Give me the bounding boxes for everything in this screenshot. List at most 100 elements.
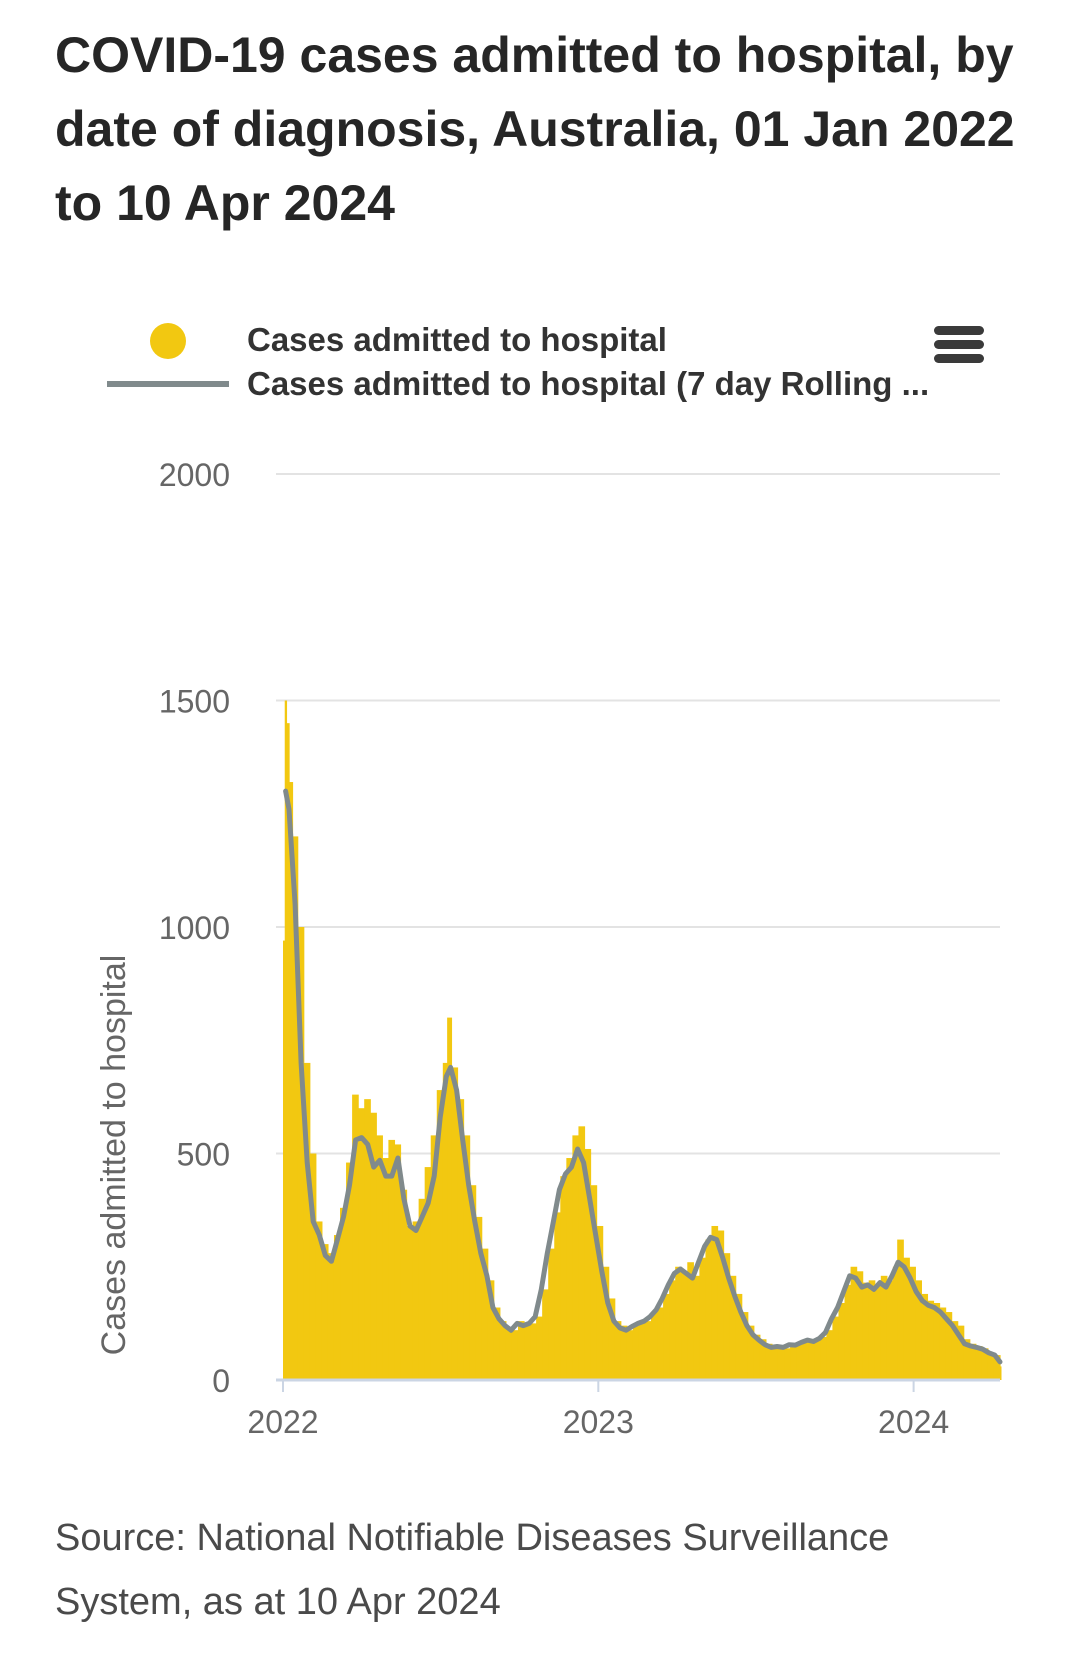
x-tick-label: 2023 bbox=[563, 1404, 634, 1440]
data-bar bbox=[651, 1312, 658, 1380]
data-bar bbox=[430, 1135, 438, 1380]
chart-menu-button[interactable] bbox=[934, 326, 986, 370]
y-tick-label: 500 bbox=[177, 1137, 230, 1173]
data-bar bbox=[1000, 1366, 1002, 1380]
data-bar bbox=[711, 1225, 719, 1380]
data-bar bbox=[915, 1280, 922, 1380]
data-bar bbox=[400, 1189, 408, 1380]
data-bar bbox=[771, 1347, 779, 1380]
legend-circle-icon bbox=[150, 323, 186, 359]
data-bar bbox=[796, 1344, 803, 1380]
data-bar bbox=[705, 1239, 713, 1380]
gridlines bbox=[276, 473, 1000, 1155]
data-bar bbox=[469, 1185, 477, 1380]
y-tick-label: 1000 bbox=[159, 910, 230, 946]
data-bar bbox=[327, 1253, 335, 1380]
y-axis-title: Cases admitted to hospital bbox=[95, 955, 133, 1356]
data-bar bbox=[790, 1343, 797, 1380]
data-bar bbox=[530, 1323, 537, 1380]
data-bar bbox=[838, 1302, 846, 1380]
data-bar bbox=[315, 1221, 323, 1380]
data-bar bbox=[499, 1321, 507, 1380]
data-bar bbox=[802, 1341, 809, 1380]
data-bar bbox=[321, 1244, 329, 1380]
data-bar bbox=[951, 1321, 959, 1380]
data-bar bbox=[333, 1235, 341, 1380]
data-bar bbox=[590, 1185, 598, 1380]
data-bar bbox=[309, 1153, 317, 1380]
data-bar bbox=[856, 1271, 864, 1380]
data-bar bbox=[376, 1135, 383, 1380]
data-bar bbox=[602, 1266, 610, 1380]
chart-title: COVID-19 cases admitted to hospital, by … bbox=[55, 27, 1015, 231]
data-bar bbox=[382, 1158, 389, 1380]
data-bar bbox=[442, 1062, 448, 1380]
chart-plot: 0 500 1000 1500 2000 2022 2023 2024 Cases admit… bbox=[95, 457, 1003, 1440]
hamburger-menu-icon bbox=[934, 326, 986, 363]
data-bar bbox=[945, 1312, 953, 1380]
data-bar bbox=[844, 1284, 852, 1380]
data-bar bbox=[632, 1325, 640, 1380]
data-bar bbox=[548, 1248, 555, 1380]
data-bar bbox=[808, 1339, 815, 1380]
data-bar bbox=[292, 836, 299, 1380]
data-bar bbox=[675, 1266, 682, 1380]
data-bar bbox=[657, 1307, 664, 1380]
data-bar bbox=[626, 1330, 634, 1380]
data-bar bbox=[693, 1275, 700, 1380]
x-tick-label: 2024 bbox=[878, 1404, 949, 1440]
data-bar bbox=[536, 1316, 543, 1380]
legend-item-cases[interactable]: Cases admitted to hospital bbox=[105, 318, 667, 362]
data-bar bbox=[850, 1266, 858, 1380]
data-bar bbox=[927, 1300, 935, 1380]
data-bar bbox=[447, 1017, 453, 1380]
data-bar bbox=[608, 1298, 616, 1380]
data-bar bbox=[418, 1198, 426, 1380]
data-bar bbox=[358, 1108, 365, 1380]
data-bar bbox=[524, 1325, 531, 1380]
data-bar bbox=[406, 1225, 414, 1380]
data-bar bbox=[436, 1090, 444, 1380]
data-bar bbox=[644, 1321, 652, 1380]
data-bar bbox=[868, 1280, 876, 1380]
data-bar bbox=[505, 1327, 513, 1380]
data-bar bbox=[735, 1293, 743, 1380]
data-bar bbox=[596, 1225, 604, 1380]
data-bar bbox=[741, 1312, 749, 1380]
data-bar bbox=[729, 1275, 737, 1380]
data-bar bbox=[687, 1262, 694, 1380]
data-bar bbox=[909, 1266, 916, 1380]
data-bar bbox=[394, 1144, 402, 1380]
data-bar bbox=[939, 1307, 947, 1380]
data-bar bbox=[517, 1321, 525, 1380]
data-bar bbox=[370, 1112, 377, 1380]
data-bar bbox=[566, 1158, 573, 1380]
data-bar bbox=[777, 1346, 785, 1380]
data-bar bbox=[487, 1280, 495, 1380]
data-bar bbox=[578, 1126, 586, 1380]
x-tick-label: 2022 bbox=[247, 1404, 318, 1440]
data-bar bbox=[759, 1339, 767, 1380]
data-bar bbox=[897, 1239, 904, 1380]
data-bar bbox=[475, 1216, 483, 1380]
data-bar bbox=[424, 1167, 432, 1380]
data-bar bbox=[747, 1325, 755, 1380]
data-bar bbox=[820, 1336, 827, 1380]
data-bar bbox=[560, 1176, 567, 1380]
source-note: Source: National Notifiable Diseases Sur… bbox=[55, 1517, 890, 1623]
y-tick-label: 0 bbox=[212, 1363, 230, 1399]
y-tick-label: 1500 bbox=[159, 684, 230, 720]
data-bar bbox=[717, 1230, 725, 1380]
data-bar bbox=[975, 1346, 983, 1380]
data-bar bbox=[765, 1343, 773, 1380]
y-tick-label: 2000 bbox=[159, 457, 230, 493]
legend-item-rolling-average[interactable]: Cases admitted to hospital (7 day Rollin… bbox=[105, 362, 929, 406]
data-bar bbox=[340, 1207, 347, 1380]
data-bar bbox=[572, 1135, 580, 1380]
data-bar bbox=[753, 1334, 761, 1380]
data-bar bbox=[957, 1325, 965, 1380]
data-bar bbox=[284, 700, 288, 1380]
data-bar bbox=[364, 1099, 371, 1380]
data-bar bbox=[880, 1275, 888, 1380]
data-bar bbox=[457, 1099, 465, 1380]
